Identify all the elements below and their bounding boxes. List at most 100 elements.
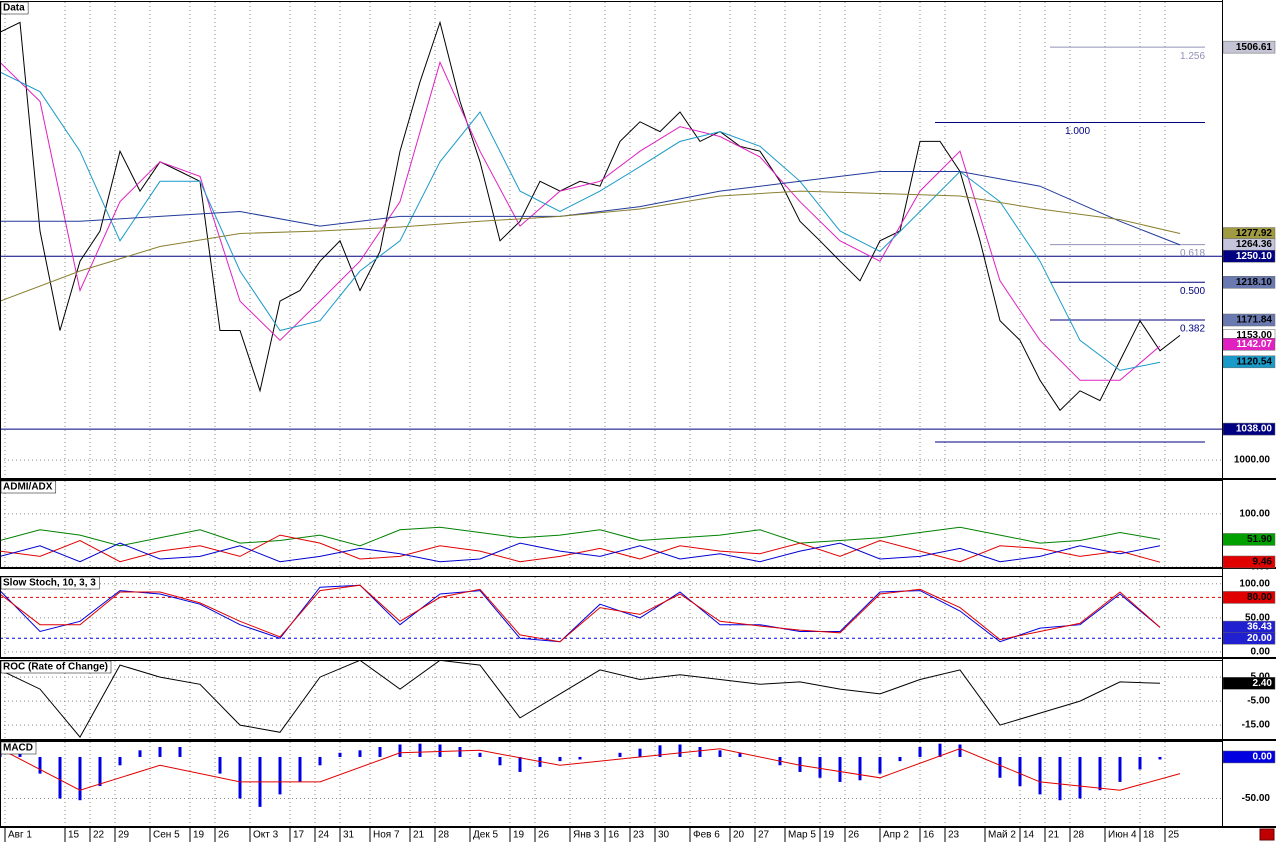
histogram-bar (358, 750, 362, 757)
x-tick-label: 23 (948, 830, 960, 841)
price-marker-label: 1250.10 (1236, 251, 1273, 262)
y-tick-label: 50.00 (1245, 612, 1270, 623)
histogram-bar (78, 756, 82, 801)
x-tick-label: 21 (1048, 830, 1060, 841)
histogram-bar (998, 756, 1002, 778)
histogram-bar (1018, 756, 1022, 787)
x-tick-label: 19 (513, 830, 525, 841)
price-marker-label: 1506.61 (1236, 42, 1273, 53)
y-tick-label: 1000.00 (1234, 455, 1271, 466)
x-tick-label: Авг 1 (8, 830, 32, 841)
histogram-bar (818, 756, 822, 778)
histogram-bar (438, 744, 442, 757)
x-tick-label: 19 (823, 830, 835, 841)
series-line (0, 534, 1161, 563)
y-tick-label: 0.00 (1251, 647, 1271, 658)
panel (0, 661, 1222, 739)
panel (0, 742, 1222, 826)
x-tick-label: 19 (193, 830, 205, 841)
panel-title: Data (3, 3, 25, 14)
x-tick-label: 15 (68, 830, 80, 841)
series-line (0, 71, 1161, 371)
histogram-bar (658, 745, 662, 757)
x-tick-label: Янв 3 (573, 830, 600, 841)
x-tick-label: 26 (218, 830, 230, 841)
x-tick-label: 16 (608, 830, 620, 841)
histogram-bar (898, 756, 902, 762)
x-tick-label: 25 (1168, 830, 1180, 841)
histogram-bar (138, 750, 142, 757)
panel-title-bg (0, 1, 29, 15)
level-label: 0.618 (1180, 248, 1205, 259)
series-line (0, 190, 1181, 302)
x-tick-label: Апр 2 (883, 830, 909, 841)
price-marker-label: 9.46 (1253, 557, 1273, 568)
y-tick-label: -5.00 (1247, 696, 1270, 707)
x-tick-label: 14 (1023, 830, 1035, 841)
level-label: 1.256 (1180, 51, 1205, 62)
histogram-bar (478, 752, 482, 757)
x-tick-label: Ноя 7 (373, 830, 400, 841)
x-tick-label: 28 (438, 830, 450, 841)
price-marker-label: 2.40 (1253, 678, 1273, 689)
x-tick-label: Сен 5 (153, 830, 180, 841)
histogram-bar (738, 752, 742, 757)
panel: 1.256 1.000 0.618 0.500 0.382 (0, 2, 1222, 478)
y-tick-label: 100.00 (1239, 578, 1270, 589)
price-marker-label: 80.00 (1247, 592, 1272, 603)
x-tick-label: Июн 4 (1108, 830, 1137, 841)
histogram-bar (718, 750, 722, 757)
price-marker-label: 1142.07 (1236, 339, 1272, 350)
price-marker-label: 1038.00 (1236, 424, 1273, 435)
x-tick-label: 16 (923, 830, 935, 841)
histogram-bar (958, 744, 962, 757)
histogram-bar (1078, 756, 1082, 799)
x-tick-label: 29 (118, 830, 130, 841)
x-tick-label: 31 (343, 830, 355, 841)
panel-title: Slow Stoch, 10, 3, 3 (3, 578, 96, 589)
x-tick-label: 26 (538, 830, 550, 841)
panel-title-bg (0, 576, 100, 590)
histogram-bar (218, 756, 222, 774)
price-marker-label: 1120.54 (1236, 356, 1272, 367)
histogram-bar (518, 756, 522, 772)
histogram-bar (458, 746, 462, 757)
series-line (0, 526, 1161, 547)
series-line (0, 748, 1181, 791)
histogram-bar (678, 744, 682, 757)
histogram-bar (158, 746, 162, 757)
x-tick-label: 21 (413, 830, 425, 841)
histogram-bar (278, 756, 282, 795)
histogram-bar (838, 756, 842, 782)
histogram-bar (578, 756, 582, 760)
series-line (0, 584, 1161, 643)
x-tick-label: 26 (848, 830, 860, 841)
x-tick-label: 18 (1143, 830, 1155, 841)
histogram-bar (798, 756, 802, 772)
x-tick-label: Окт 3 (253, 830, 279, 841)
histogram-bar (498, 756, 502, 766)
histogram-bar (638, 748, 642, 757)
x-tick-label: 20 (733, 830, 745, 841)
panel-title-bg (0, 660, 112, 674)
panel (0, 577, 1222, 657)
histogram-bar (1098, 756, 1102, 791)
panel-title-bg (0, 480, 57, 494)
x-tick-label: 30 (658, 830, 670, 841)
histogram-bar (378, 746, 382, 757)
histogram-bar (238, 756, 242, 799)
x-tick-label: Фев 6 (693, 830, 720, 841)
panel-title: MACD (3, 743, 33, 754)
x-tick-label: 23 (633, 830, 645, 841)
series-line (0, 661, 1161, 738)
y-tick-label: 100.00 (1239, 509, 1270, 520)
y-tick-label: -15.00 (1242, 720, 1271, 731)
histogram-bar (38, 756, 42, 774)
histogram-bar (938, 743, 942, 757)
price-marker-label: 1153.00 (1236, 330, 1272, 341)
histogram-bar (1158, 756, 1162, 760)
x-tick-label: 28 (1073, 830, 1085, 841)
panel-title-bg (0, 741, 37, 755)
